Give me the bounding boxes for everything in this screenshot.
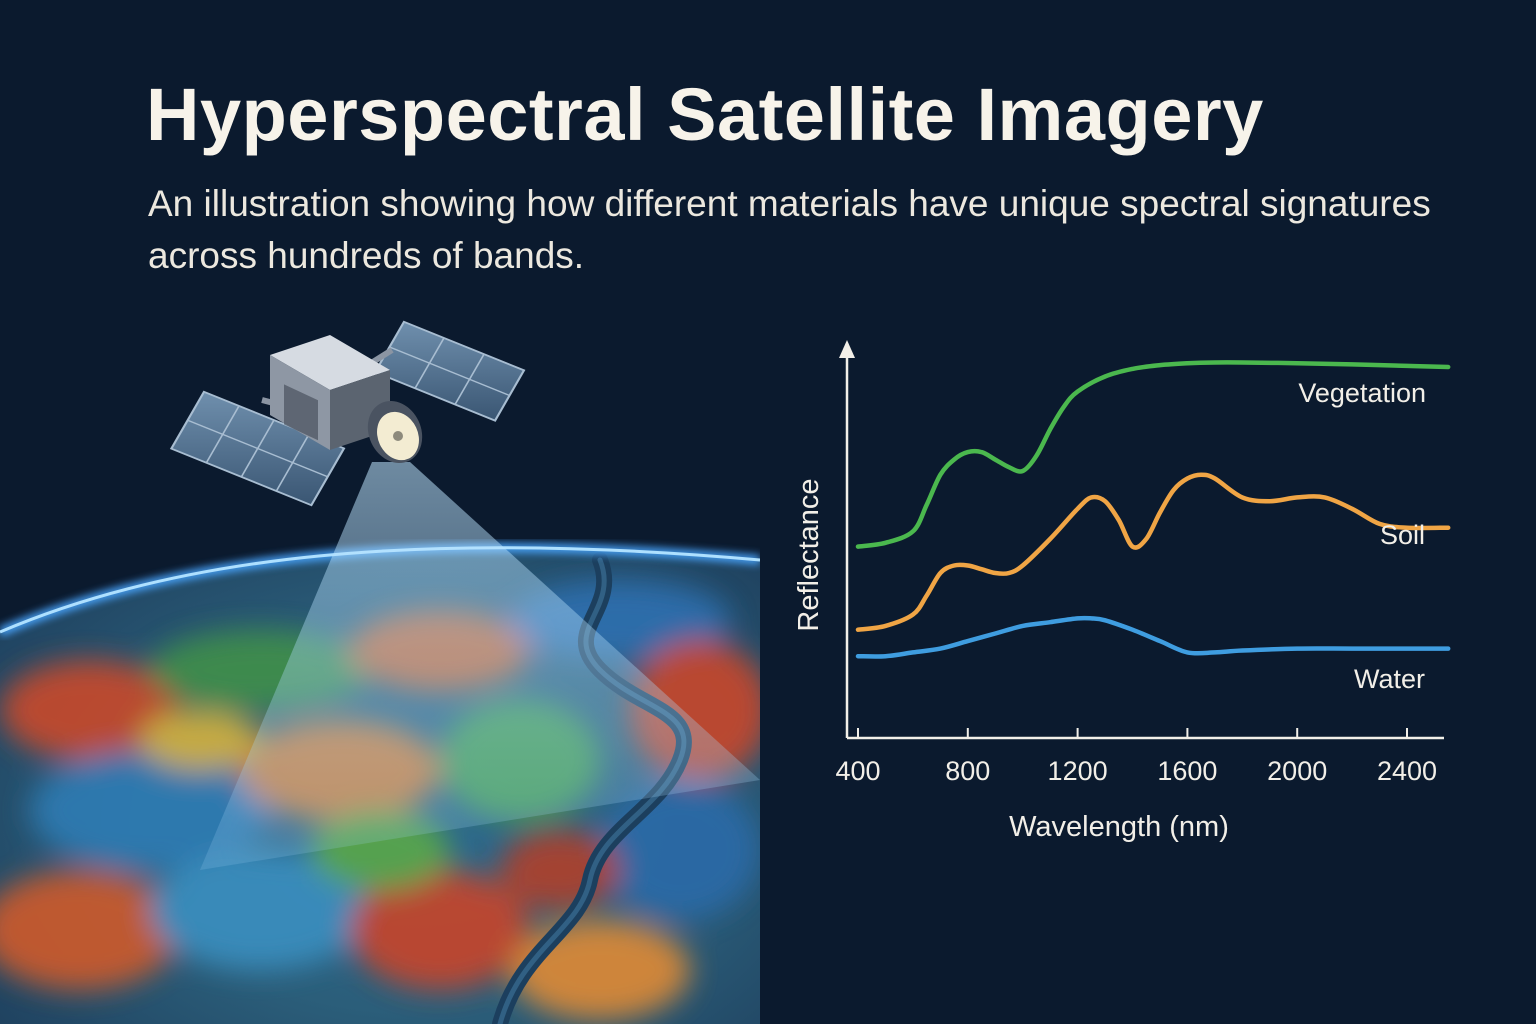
series-line-water [855, 615, 1451, 659]
scan-beam [200, 462, 760, 870]
satellite-earth-illustration [0, 320, 760, 1024]
series-label-water: Water [1354, 664, 1425, 694]
x-tick-label: 1600 [1157, 756, 1217, 786]
x-tick-label: 2000 [1267, 756, 1327, 786]
series-label-vegetation: Vegetation [1298, 378, 1426, 408]
series-line-vegetation [855, 360, 1451, 549]
y-axis-arrow [839, 340, 855, 358]
page-title: Hyperspectral Satellite Imagery [146, 73, 1264, 156]
x-tick-label: 1200 [1048, 756, 1108, 786]
series-labels: Vegetation Soil Water [1298, 378, 1426, 694]
x-ticks: 400 800 1200 1600 2000 2400 [835, 728, 1437, 786]
series-label-soil: Soil [1380, 520, 1425, 550]
page-subtitle: An illustration showing how different ma… [148, 183, 1431, 276]
x-tick-label: 2400 [1377, 756, 1437, 786]
spectral-chart: 400 800 1200 1600 2000 2400 Vegetation Soil Wat… [793, 340, 1451, 843]
satellite-icon [169, 320, 526, 507]
series-line-soil [855, 472, 1451, 632]
x-axis-label: Wavelength (nm) [1009, 811, 1229, 843]
x-tick-label: 800 [945, 756, 990, 786]
series-lines [855, 360, 1451, 659]
y-axis-label: Reflectance [793, 478, 825, 631]
x-tick-label: 400 [835, 756, 880, 786]
